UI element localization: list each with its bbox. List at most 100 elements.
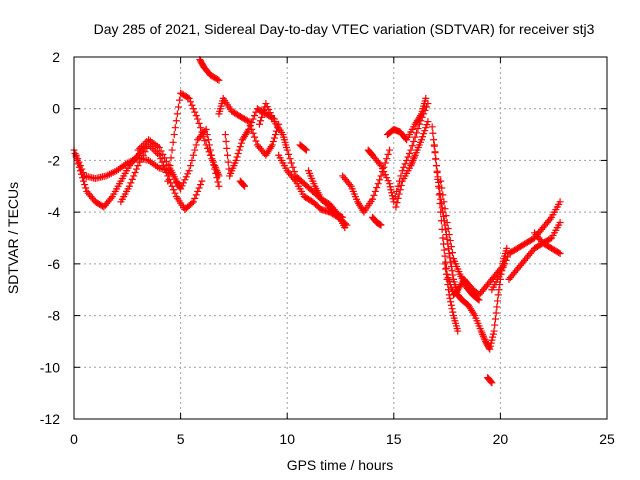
data-point bbox=[445, 250, 453, 258]
data-point bbox=[503, 244, 511, 252]
data-point bbox=[446, 254, 454, 262]
data-point bbox=[407, 146, 415, 154]
data-point bbox=[408, 160, 416, 168]
data-point bbox=[395, 190, 403, 198]
data-point bbox=[378, 165, 386, 173]
data-point bbox=[189, 198, 197, 206]
data-point bbox=[383, 155, 391, 163]
data-point bbox=[290, 168, 298, 176]
data-point bbox=[174, 103, 182, 111]
data-point bbox=[211, 163, 219, 171]
data-point bbox=[428, 123, 436, 131]
data-point bbox=[249, 129, 257, 137]
data-point bbox=[489, 333, 497, 341]
data-point bbox=[133, 165, 141, 173]
data-point bbox=[169, 186, 177, 194]
data-point bbox=[184, 94, 192, 102]
data-point bbox=[374, 180, 382, 188]
data-point bbox=[189, 151, 197, 159]
x-tick-labels: 0 5 10 15 20 25 bbox=[70, 431, 615, 447]
data-point bbox=[215, 76, 223, 84]
data-point bbox=[424, 118, 432, 126]
data-point bbox=[373, 184, 381, 192]
data-point bbox=[78, 165, 86, 173]
data-point bbox=[486, 377, 494, 385]
data-point bbox=[283, 146, 291, 154]
data-point bbox=[380, 168, 388, 176]
data-point bbox=[435, 182, 443, 190]
data-point bbox=[240, 181, 248, 189]
series-track-20 bbox=[430, 141, 509, 299]
data-point bbox=[442, 264, 450, 272]
data-point bbox=[215, 172, 223, 180]
data-point bbox=[199, 132, 207, 140]
data-point bbox=[155, 151, 163, 159]
data-point bbox=[502, 256, 510, 264]
data-point bbox=[128, 175, 136, 183]
data-point bbox=[179, 179, 187, 187]
data-point bbox=[202, 141, 210, 149]
data-point bbox=[488, 336, 496, 344]
data-point bbox=[501, 260, 509, 268]
x-tick-label: 5 bbox=[177, 431, 185, 447]
data-point bbox=[232, 156, 240, 164]
data-point bbox=[268, 141, 276, 149]
data-point bbox=[438, 184, 446, 192]
data-point bbox=[556, 250, 564, 258]
y-axis-label: SDTVAR / TECUs bbox=[5, 182, 21, 294]
data-point bbox=[485, 344, 493, 352]
data-point bbox=[381, 171, 389, 179]
data-point bbox=[181, 176, 189, 184]
data-point bbox=[343, 221, 351, 229]
data-point bbox=[442, 212, 450, 220]
data-point bbox=[377, 172, 385, 180]
data-point bbox=[252, 137, 260, 145]
data-point bbox=[430, 141, 438, 149]
data-point bbox=[158, 158, 166, 166]
data-point bbox=[440, 240, 448, 248]
data-point bbox=[184, 170, 192, 178]
data-point bbox=[214, 178, 222, 186]
data-point bbox=[258, 113, 266, 121]
data-point bbox=[480, 334, 488, 342]
data-point bbox=[214, 170, 222, 178]
data-point bbox=[446, 294, 454, 302]
data-point bbox=[213, 167, 221, 175]
series-track-21 bbox=[437, 177, 483, 304]
data-point bbox=[244, 127, 252, 135]
data-point bbox=[191, 146, 199, 154]
data-point bbox=[405, 150, 413, 158]
series-track-3 bbox=[117, 141, 206, 214]
data-point bbox=[416, 112, 424, 120]
data-point bbox=[410, 153, 418, 161]
data-point bbox=[346, 181, 354, 189]
series-track-2 bbox=[72, 151, 174, 183]
data-point bbox=[287, 159, 295, 167]
data-point bbox=[401, 160, 409, 168]
series-track-18 bbox=[392, 118, 432, 211]
x-tick-label: 15 bbox=[386, 431, 402, 447]
data-point bbox=[376, 160, 384, 168]
plot-frame bbox=[73, 56, 608, 420]
data-point bbox=[263, 103, 271, 111]
data-point bbox=[192, 141, 200, 149]
data-point bbox=[477, 327, 485, 335]
data-point bbox=[408, 142, 416, 150]
data-point bbox=[269, 115, 277, 123]
data-point bbox=[448, 305, 456, 313]
data-point bbox=[341, 220, 349, 228]
series-track-22 bbox=[441, 260, 462, 335]
data-point bbox=[262, 100, 270, 108]
data-point bbox=[204, 144, 212, 152]
series-track-13 bbox=[296, 141, 310, 154]
data-point bbox=[447, 243, 455, 251]
data-point bbox=[267, 143, 275, 151]
y-tick-label: -4 bbox=[48, 204, 61, 220]
data-point bbox=[246, 122, 254, 130]
data-point bbox=[441, 205, 449, 213]
grid-lines bbox=[74, 57, 607, 419]
data-point bbox=[432, 162, 440, 170]
data-point bbox=[164, 177, 172, 185]
data-point bbox=[439, 234, 447, 242]
data-point bbox=[440, 198, 448, 206]
